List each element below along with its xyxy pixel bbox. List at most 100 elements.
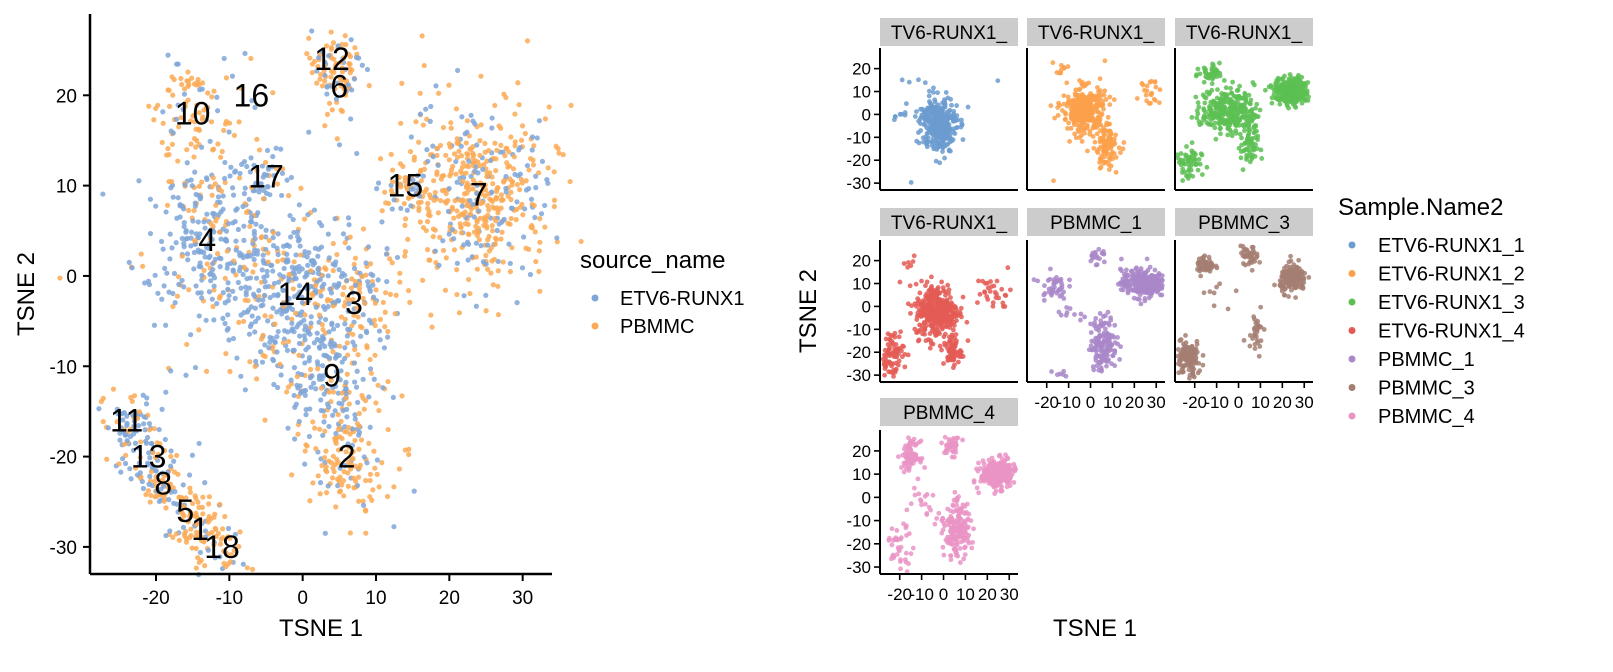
data-point	[454, 208, 460, 214]
data-point	[165, 146, 171, 152]
data-point	[261, 292, 268, 299]
data-point	[394, 254, 401, 261]
data-point	[888, 361, 894, 366]
data-point	[220, 226, 226, 232]
data-point	[418, 178, 425, 184]
data-point	[493, 167, 499, 174]
data-point	[176, 274, 182, 280]
data-point	[193, 529, 199, 536]
data-point	[486, 207, 492, 213]
data-point	[537, 216, 543, 222]
data-point	[923, 283, 928, 289]
data-point	[512, 143, 518, 149]
data-point	[483, 252, 489, 259]
data-point	[136, 445, 142, 451]
data-point	[173, 531, 179, 537]
data-point	[141, 421, 147, 427]
data-point	[214, 251, 221, 257]
data-point	[260, 252, 266, 258]
data-point	[341, 493, 347, 499]
data-point	[387, 256, 393, 262]
data-point	[504, 145, 510, 151]
data-point	[330, 268, 336, 274]
data-point	[1005, 265, 1011, 271]
data-point	[169, 74, 175, 80]
data-point	[356, 410, 362, 417]
data-point	[1097, 160, 1103, 165]
data-point	[1217, 73, 1223, 79]
data-point	[309, 61, 315, 67]
data-point	[189, 183, 195, 189]
data-point	[132, 465, 139, 471]
data-point	[237, 170, 243, 177]
data-point	[471, 229, 478, 235]
data-point	[326, 404, 332, 410]
data-point	[514, 181, 521, 188]
data-point	[454, 136, 460, 142]
legend-title: source_name	[580, 247, 725, 274]
data-point	[465, 151, 471, 157]
data-point	[918, 121, 923, 126]
data-point	[242, 387, 248, 393]
data-point	[168, 448, 174, 454]
data-point	[195, 555, 201, 561]
data-point	[162, 265, 168, 271]
data-point	[942, 319, 948, 325]
data-point	[57, 275, 63, 281]
data-point	[391, 484, 397, 490]
data-point	[1088, 330, 1094, 335]
data-point	[332, 408, 338, 414]
data-point	[129, 398, 135, 404]
data-point	[885, 350, 891, 356]
data-point	[263, 234, 269, 240]
data-point	[929, 124, 935, 130]
data-point	[946, 114, 952, 120]
data-point	[164, 270, 170, 276]
data-point	[417, 90, 423, 96]
data-point	[328, 83, 334, 89]
data-point	[1232, 94, 1238, 99]
facet-strip-label: PBMMC_3	[1198, 213, 1290, 234]
data-point	[1103, 149, 1109, 155]
data-point	[325, 53, 332, 59]
data-point	[320, 49, 326, 55]
data-point	[343, 379, 349, 385]
facet-points	[1175, 243, 1312, 381]
data-point	[1126, 273, 1131, 279]
data-point	[274, 334, 280, 340]
data-point	[461, 242, 467, 248]
data-point	[223, 238, 230, 244]
data-point	[928, 341, 934, 347]
data-point	[482, 140, 488, 147]
data-point	[364, 343, 370, 349]
data-point	[1067, 139, 1072, 144]
data-point	[350, 331, 356, 338]
data-point	[285, 384, 292, 390]
data-point	[458, 230, 464, 236]
data-point	[306, 433, 313, 440]
data-point	[481, 217, 488, 223]
data-point	[139, 478, 145, 485]
data-point	[477, 215, 483, 221]
data-point	[310, 257, 316, 264]
y-tick-label: 0	[862, 297, 871, 316]
data-point	[1007, 287, 1013, 293]
data-point	[1119, 256, 1124, 262]
data-point	[1262, 87, 1268, 93]
data-point	[467, 290, 473, 297]
data-point	[199, 86, 205, 92]
data-point	[890, 341, 896, 346]
data-point	[490, 181, 496, 187]
data-point	[249, 566, 256, 572]
data-point	[1097, 88, 1103, 94]
data-point	[308, 314, 314, 320]
data-point	[140, 263, 146, 269]
data-point	[926, 93, 932, 99]
data-point	[232, 168, 239, 174]
data-point	[1121, 140, 1127, 145]
data-point	[302, 448, 308, 454]
data-point	[230, 267, 236, 273]
data-point	[1244, 152, 1250, 158]
data-point	[347, 66, 353, 72]
data-point	[416, 207, 422, 214]
